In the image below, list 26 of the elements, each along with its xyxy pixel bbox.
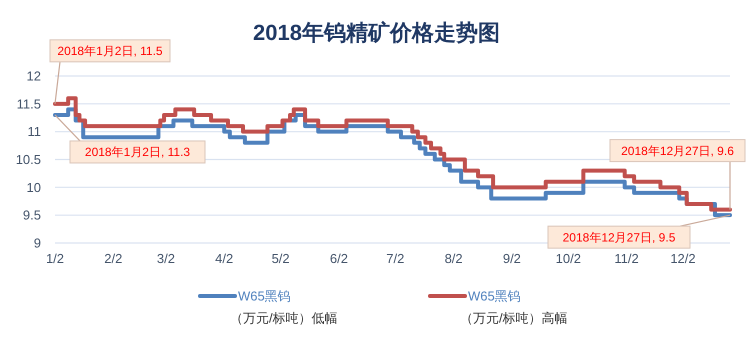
x-tick-label: 12/2 [670,251,696,266]
y-tick-label: 9 [34,236,41,251]
y-tick-label: 10.5 [16,152,41,168]
y-tick-label: 12 [26,68,41,84]
annotation: 2018年12月27日, 9.5 [562,230,676,244]
x-tick-label: 2/2 [104,251,122,266]
x-tick-label: 7/2 [386,251,404,266]
x-tick-label: 10/2 [556,251,581,266]
annotation: 2018年12月27日, 9.6 [621,144,734,158]
chart-title: 2018年钨精矿价格走势图 [253,20,500,45]
legend-label: W65黑钨（万元/标吨）低幅 [230,288,338,326]
x-tick-label: 5/2 [272,251,290,266]
x-tick-label: 1/2 [46,251,64,266]
y-tick-label: 11.5 [16,96,41,112]
y-tick-label: 9.5 [22,208,41,223]
x-tick-label: 3/2 [156,251,175,266]
x-tick-label: 8/2 [444,251,463,266]
x-tick-label: 4/2 [215,251,234,266]
x-tick-label: 11/2 [614,251,639,266]
y-tick-label: 11 [28,124,41,140]
annotation: 2018年1月2日, 11.3 [84,145,190,160]
annotation: 2018年1月2日, 11.5 [57,44,163,58]
y-tick-label: 10 [26,180,41,195]
x-tick-label: 6/2 [330,251,348,266]
legend-label: W65黑钨（万元/标吨）高幅 [460,288,568,326]
x-tick-label: 9/2 [502,251,521,266]
